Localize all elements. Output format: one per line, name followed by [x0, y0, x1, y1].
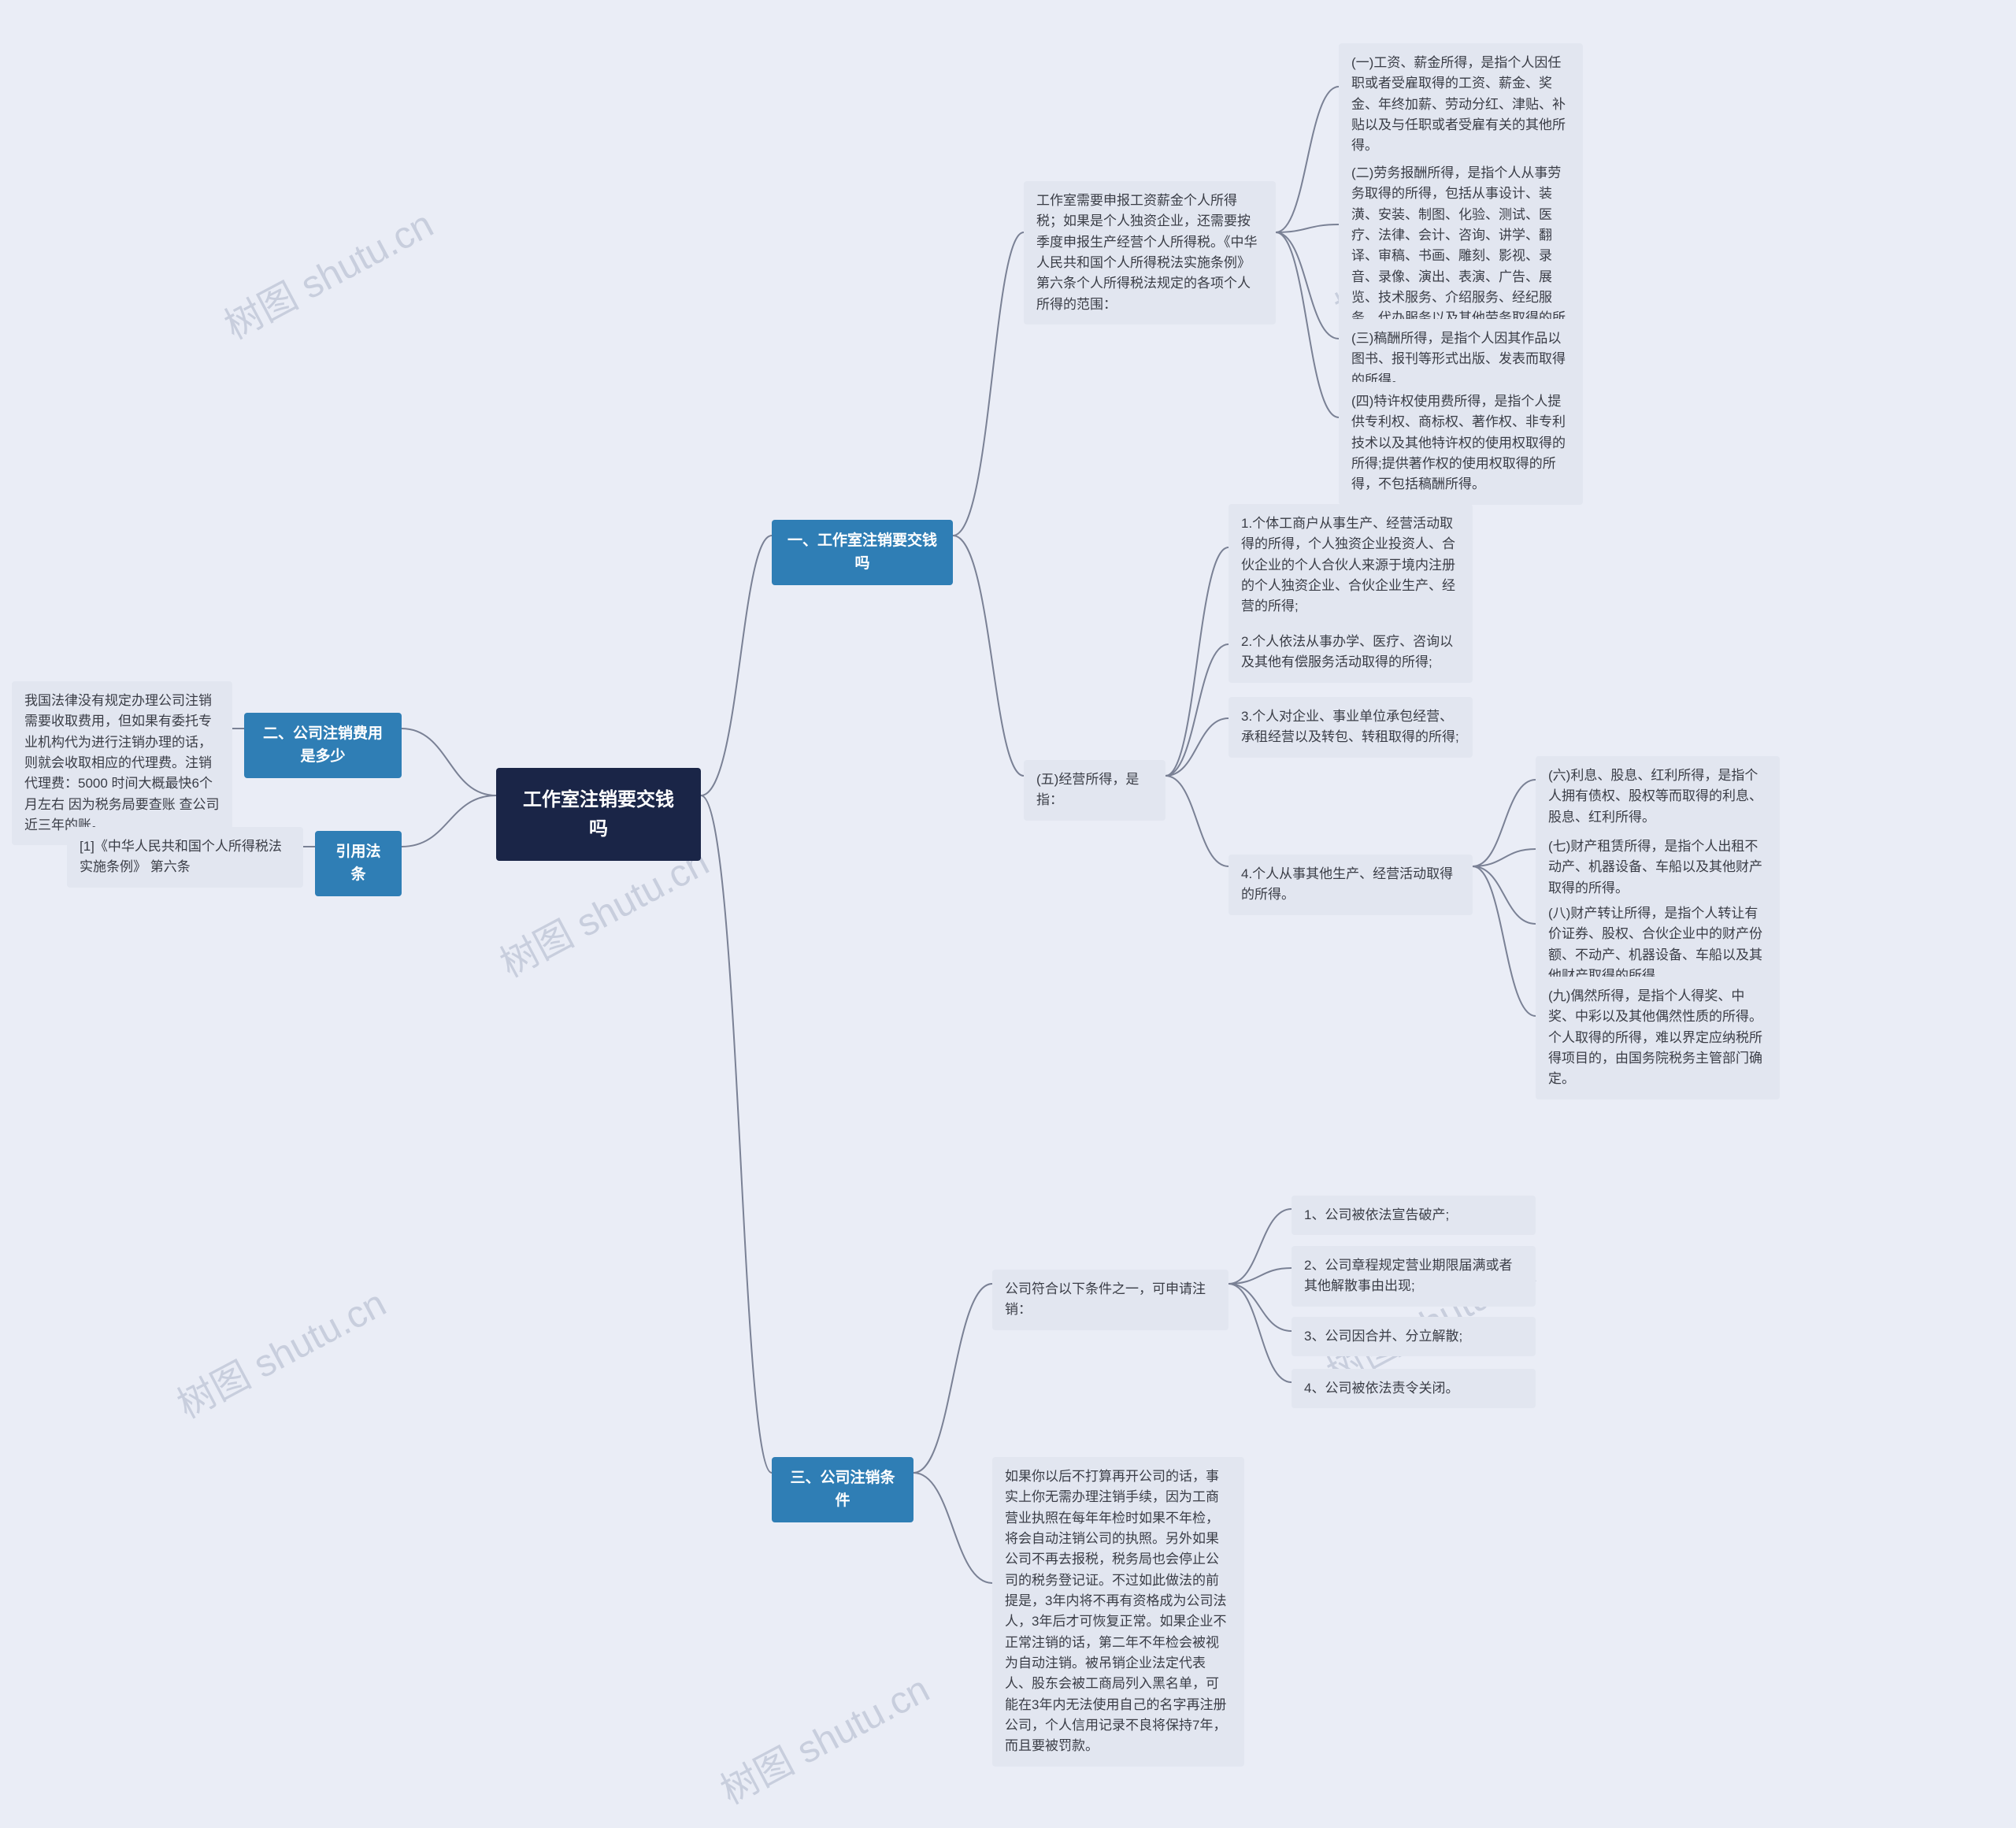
s3-cond-4: 4、公司被依法责令关闭。 [1292, 1369, 1536, 1408]
s1-sub-p3: 3.个人对企业、事业单位承包经营、承租经营以及转包、转租取得的所得; [1228, 697, 1473, 758]
branch-left-fee[interactable]: 二、公司注销费用是多少 [244, 713, 402, 778]
root-node[interactable]: 工作室注销要交钱吗 [496, 768, 701, 861]
s1-sub-p2: 2.个人依法从事办学、医疗、咨询以及其他有偿服务活动取得的所得; [1228, 622, 1473, 683]
left-fee-detail: 我国法律没有规定办理公司注销需要收取费用，但如果有委托专业机构代为进行注销办理的… [12, 681, 232, 845]
s1-item-4: (四)特许权使用费所得，是指个人提供专利权、商标权、著作权、非专利技术以及其他特… [1339, 382, 1583, 505]
s3-cond-3: 3、公司因合并、分立解散; [1292, 1317, 1536, 1356]
s3-cond-2: 2、公司章程规定营业期限届满或者其他解散事由出现; [1292, 1246, 1536, 1307]
branch-left-law[interactable]: 引用法条 [315, 831, 402, 896]
mindmap-canvas: 树图 shutu.cn 树图 shutu.cn 树图 shutu.cn 树图 s… [0, 0, 2016, 1828]
watermark: 树图 shutu.cn [166, 1273, 395, 1429]
branch-s1[interactable]: 一、工作室注销要交钱吗 [772, 520, 953, 585]
s1-item-1: (一)工资、薪金所得，是指个人因任职或者受雇取得的工资、薪金、奖金、年终加薪、劳… [1339, 43, 1583, 166]
s3-note: 如果你以后不打算再开公司的话，事实上你无需办理注销手续，因为工商营业执照在每年年… [992, 1457, 1244, 1767]
s1-intro: 工作室需要申报工资薪金个人所得税；如果是个人独资企业，还需要按季度申报生产经营个… [1024, 181, 1276, 324]
watermark: 树图 shutu.cn [710, 1659, 938, 1815]
s1-p5-label: (五)经营所得，是指： [1024, 760, 1166, 821]
s1-sub-p1: 1.个体工商户从事生产、经营活动取得的所得，个人独资企业投资人、合伙企业的个人合… [1228, 504, 1473, 627]
s1-v6: (六)利息、股息、红利所得，是指个人拥有债权、股权等而取得的利息、股息、红利所得… [1536, 756, 1780, 837]
watermark: 树图 shutu.cn [213, 194, 442, 350]
s3-cond-intro: 公司符合以下条件之一，可申请注销： [992, 1270, 1228, 1330]
s3-cond-1: 1、公司被依法宣告破产; [1292, 1196, 1536, 1235]
branch-s3[interactable]: 三、公司注销条件 [772, 1457, 914, 1522]
left-law-detail: [1]《中华人民共和国个人所得税法实施条例》 第六条 [67, 827, 303, 888]
s1-v9: (九)偶然所得，是指个人得奖、中奖、中彩以及其他偶然性质的所得。个人取得的所得，… [1536, 977, 1780, 1099]
s1-sub-p4: 4.个人从事其他生产、经营活动取得的所得。 [1228, 855, 1473, 915]
